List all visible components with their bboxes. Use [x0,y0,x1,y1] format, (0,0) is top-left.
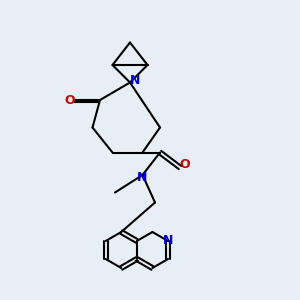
Text: O: O [65,94,75,106]
Text: N: N [163,235,173,248]
Text: N: N [137,171,148,184]
Text: O: O [180,158,190,172]
Text: N: N [130,74,140,86]
